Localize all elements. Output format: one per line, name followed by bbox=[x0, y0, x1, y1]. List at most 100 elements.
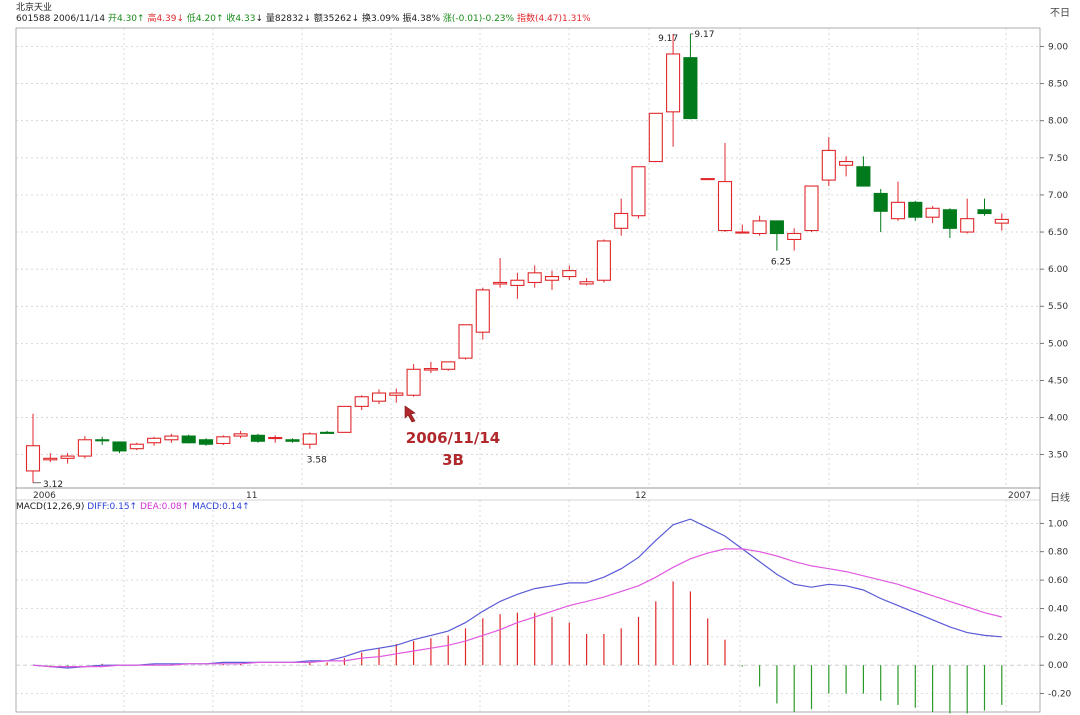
macd-tick-label: 0.60 bbox=[1048, 576, 1068, 586]
candle-body bbox=[787, 232, 802, 241]
macd-name: MACD(12,26,9) bbox=[16, 502, 85, 512]
price-tick-label: 9.00 bbox=[1048, 43, 1068, 53]
x-label-11: 11 bbox=[246, 491, 257, 501]
price-tick-label: 4.50 bbox=[1048, 376, 1068, 386]
amount-value: 额35262 bbox=[313, 14, 352, 24]
up-arrow-icon: ↑ bbox=[215, 14, 224, 24]
candle-body bbox=[129, 443, 144, 450]
low-value: 低4.20 bbox=[186, 14, 216, 24]
candle-body bbox=[527, 272, 542, 284]
close-value: 收4.33 bbox=[226, 14, 256, 24]
candle bbox=[95, 436, 110, 445]
down-arrow-icon: ↓ bbox=[255, 14, 263, 24]
up-arrow-icon: ↑ bbox=[242, 502, 250, 512]
candle bbox=[994, 213, 1009, 231]
up-arrow-icon: ↑ bbox=[181, 502, 190, 512]
macd-panel[interactable] bbox=[32, 518, 1003, 714]
candle-body bbox=[250, 434, 265, 442]
candle-body bbox=[441, 361, 456, 370]
candle bbox=[181, 434, 196, 444]
candle-body bbox=[198, 439, 214, 445]
down-arrow-icon: ↓ bbox=[176, 14, 185, 24]
candle-body bbox=[683, 57, 698, 120]
candle bbox=[354, 395, 369, 411]
candle-body bbox=[181, 435, 196, 444]
candle-body bbox=[769, 220, 784, 235]
candle-body bbox=[631, 166, 646, 217]
arrow-cursor-icon bbox=[404, 405, 416, 423]
candle bbox=[423, 361, 438, 373]
candle-body bbox=[596, 240, 611, 281]
candle-body bbox=[233, 433, 248, 437]
candle-body bbox=[510, 279, 525, 287]
down-arrow-icon: ↓ bbox=[303, 14, 312, 24]
candle bbox=[873, 189, 888, 233]
down-arrow-icon: ↓ bbox=[351, 14, 360, 24]
candle bbox=[441, 361, 456, 371]
candle-body bbox=[493, 281, 508, 285]
candle-body bbox=[320, 431, 335, 434]
volume-value: 量82832 bbox=[265, 14, 304, 24]
candle bbox=[164, 433, 179, 443]
top-right-label: 不日 bbox=[1050, 8, 1070, 19]
candle-body bbox=[147, 437, 162, 444]
macd-tick-label: -0.20 bbox=[1048, 690, 1072, 700]
candle bbox=[631, 166, 646, 219]
candle-body bbox=[371, 392, 387, 402]
candle bbox=[458, 324, 473, 360]
macd-value: MACD:0.14 bbox=[192, 502, 243, 512]
annotation-label: 3B bbox=[442, 451, 464, 469]
candle bbox=[977, 198, 992, 216]
candle bbox=[268, 435, 283, 443]
candle-body bbox=[354, 396, 369, 407]
candle-body bbox=[735, 231, 750, 234]
candle bbox=[147, 436, 162, 446]
x-label-2007: 2007 bbox=[1008, 491, 1031, 501]
quote-detail-line: 601588 2006/11/14 开4.30↑ 高4.39↓ 低4.20↑ 收… bbox=[16, 14, 591, 25]
price-tick-label: 7.50 bbox=[1048, 154, 1068, 164]
candle bbox=[769, 220, 784, 251]
kline-panel[interactable]: 3.12 3.58 9.17 9.17 6.25 bbox=[25, 30, 1009, 490]
candle bbox=[406, 364, 421, 397]
candle bbox=[908, 200, 923, 221]
candle bbox=[890, 181, 906, 221]
price-tick-label: 6.50 bbox=[1048, 228, 1068, 238]
price-annotation: 3.12 bbox=[43, 480, 63, 490]
candle bbox=[493, 258, 508, 288]
candle bbox=[510, 272, 525, 299]
candle-body bbox=[648, 112, 663, 163]
price-annotation: 6.25 bbox=[771, 258, 791, 268]
candle bbox=[475, 287, 490, 340]
candle-body bbox=[873, 192, 888, 212]
candle-body bbox=[164, 435, 179, 441]
x-label-12: 12 bbox=[635, 491, 646, 501]
candle-body bbox=[25, 445, 41, 472]
price-tick-label: 5.50 bbox=[1048, 302, 1068, 312]
candle bbox=[942, 208, 957, 238]
macd-tick-label: 1.00 bbox=[1048, 519, 1068, 529]
change-value: 涨(-0.01)-0.23% bbox=[442, 14, 515, 24]
candle-body bbox=[994, 218, 1009, 224]
price-tick-label: 5.00 bbox=[1048, 339, 1068, 349]
period-label[interactable]: 日线 bbox=[1050, 493, 1070, 504]
price-tick-label: 8.50 bbox=[1048, 80, 1068, 90]
candle bbox=[579, 278, 594, 286]
candle-body bbox=[925, 207, 940, 218]
candle bbox=[233, 430, 248, 439]
candle bbox=[25, 413, 41, 483]
up-arrow-icon: ↑ bbox=[129, 502, 138, 512]
macd-axis: 1.00 0.80 0.60 0.40 0.20 0.00 -0.20 bbox=[1040, 519, 1072, 700]
candle-body bbox=[285, 439, 300, 442]
candle-body bbox=[804, 185, 819, 232]
candle bbox=[198, 438, 214, 446]
candle bbox=[856, 156, 871, 187]
candle-body bbox=[406, 368, 421, 396]
candle-body bbox=[268, 436, 283, 440]
price-tick-label: 8.00 bbox=[1048, 117, 1068, 127]
quote-date: 2006/11/14 bbox=[53, 14, 106, 24]
candle bbox=[839, 156, 854, 177]
candle-body bbox=[544, 275, 560, 281]
price-annotation: 9.17 bbox=[658, 34, 678, 44]
candle-body bbox=[562, 270, 577, 278]
